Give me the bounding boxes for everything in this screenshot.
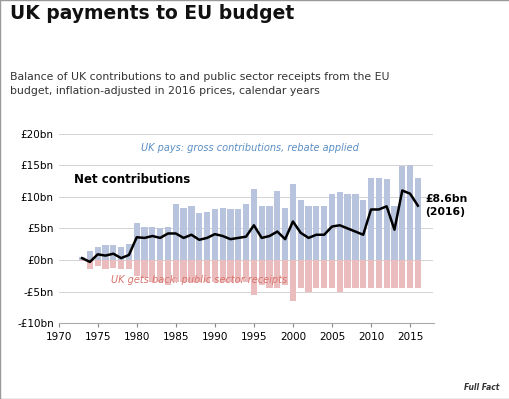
Bar xyxy=(204,212,210,260)
Bar xyxy=(297,260,303,288)
Text: Net contributions: Net contributions xyxy=(73,174,189,186)
Bar xyxy=(118,260,124,269)
Bar xyxy=(399,166,405,260)
Bar xyxy=(328,260,334,288)
Text: UK pays: gross contributions, rebate applied: UK pays: gross contributions, rebate app… xyxy=(141,143,358,153)
Bar xyxy=(126,260,132,269)
Bar xyxy=(336,260,342,292)
Bar xyxy=(390,206,397,260)
Bar xyxy=(281,260,288,285)
Bar xyxy=(289,184,295,260)
Bar xyxy=(406,260,412,288)
Bar xyxy=(87,251,93,260)
Bar xyxy=(336,192,342,260)
Bar xyxy=(79,257,85,260)
Text: Source:: Source: xyxy=(10,353,50,361)
Bar xyxy=(367,260,374,288)
Text: UK payments to EU budget: UK payments to EU budget xyxy=(10,4,294,23)
Bar xyxy=(94,260,101,267)
Text: analysis and HM Treasury GDP deflators (March 2017): analysis and HM Treasury GDP deflators (… xyxy=(10,381,266,389)
Bar xyxy=(313,260,319,288)
Bar xyxy=(133,260,139,276)
Bar xyxy=(149,260,155,282)
Bar xyxy=(211,209,217,260)
Bar xyxy=(321,260,327,288)
Bar xyxy=(250,189,257,260)
Text: HM Treasury European Union Finances 2016, House of Commons Library: HM Treasury European Union Finances 2016… xyxy=(53,353,396,361)
Bar xyxy=(274,190,280,260)
Bar xyxy=(188,206,194,260)
Bar xyxy=(102,260,108,269)
Bar xyxy=(173,204,179,260)
Polygon shape xyxy=(442,337,509,399)
Bar xyxy=(274,260,280,288)
Bar xyxy=(79,260,85,261)
Bar xyxy=(87,260,93,269)
Bar xyxy=(133,223,139,260)
Text: Balance of UK contributions to and public sector receipts from the EU
budget, in: Balance of UK contributions to and publi… xyxy=(10,72,389,96)
Bar xyxy=(406,165,412,260)
Bar xyxy=(157,228,163,260)
Bar xyxy=(164,227,171,260)
Bar xyxy=(390,260,397,288)
Bar xyxy=(305,260,311,292)
Bar xyxy=(367,178,374,260)
Bar xyxy=(352,260,358,288)
Bar xyxy=(414,178,420,260)
Bar xyxy=(375,178,381,260)
Text: UK gets back: public sector receipts: UK gets back: public sector receipts xyxy=(111,275,287,285)
Bar xyxy=(141,260,148,278)
Bar xyxy=(195,260,202,282)
Bar xyxy=(297,200,303,260)
Bar xyxy=(414,260,420,288)
Bar xyxy=(375,260,381,288)
Bar xyxy=(383,179,389,260)
Bar xyxy=(242,204,249,260)
Bar xyxy=(359,260,365,288)
Bar xyxy=(195,213,202,260)
Bar xyxy=(313,206,319,260)
Bar xyxy=(164,260,171,285)
Bar xyxy=(235,260,241,282)
Bar xyxy=(157,260,163,282)
Bar xyxy=(219,207,225,260)
Bar xyxy=(219,260,225,282)
Bar xyxy=(141,227,148,260)
Bar xyxy=(258,260,264,285)
Bar xyxy=(94,247,101,260)
Bar xyxy=(126,244,132,260)
Bar xyxy=(102,245,108,260)
Bar xyxy=(266,206,272,260)
Bar xyxy=(188,260,194,282)
Bar xyxy=(250,260,257,295)
Bar xyxy=(258,206,264,260)
Bar xyxy=(180,208,186,260)
Bar xyxy=(242,260,249,282)
Bar xyxy=(180,260,186,282)
Text: £8.6bn
(2016): £8.6bn (2016) xyxy=(424,194,466,217)
Bar xyxy=(352,194,358,260)
Bar xyxy=(289,260,295,301)
Bar xyxy=(204,260,210,282)
Bar xyxy=(321,206,327,260)
Bar xyxy=(173,260,179,282)
Bar xyxy=(227,209,233,260)
Bar xyxy=(383,260,389,288)
Bar xyxy=(359,200,365,260)
Bar xyxy=(305,206,311,260)
Bar xyxy=(149,227,155,260)
Bar xyxy=(344,260,350,288)
Bar xyxy=(110,245,116,260)
Bar xyxy=(118,247,124,260)
Bar xyxy=(344,194,350,260)
Text: Full Fact: Full Fact xyxy=(463,383,499,391)
Bar xyxy=(235,209,241,260)
Bar xyxy=(266,260,272,288)
Bar xyxy=(110,260,116,268)
Bar xyxy=(227,260,233,282)
Bar xyxy=(211,260,217,282)
Bar xyxy=(328,194,334,260)
Bar xyxy=(399,260,405,288)
Bar xyxy=(281,207,288,260)
